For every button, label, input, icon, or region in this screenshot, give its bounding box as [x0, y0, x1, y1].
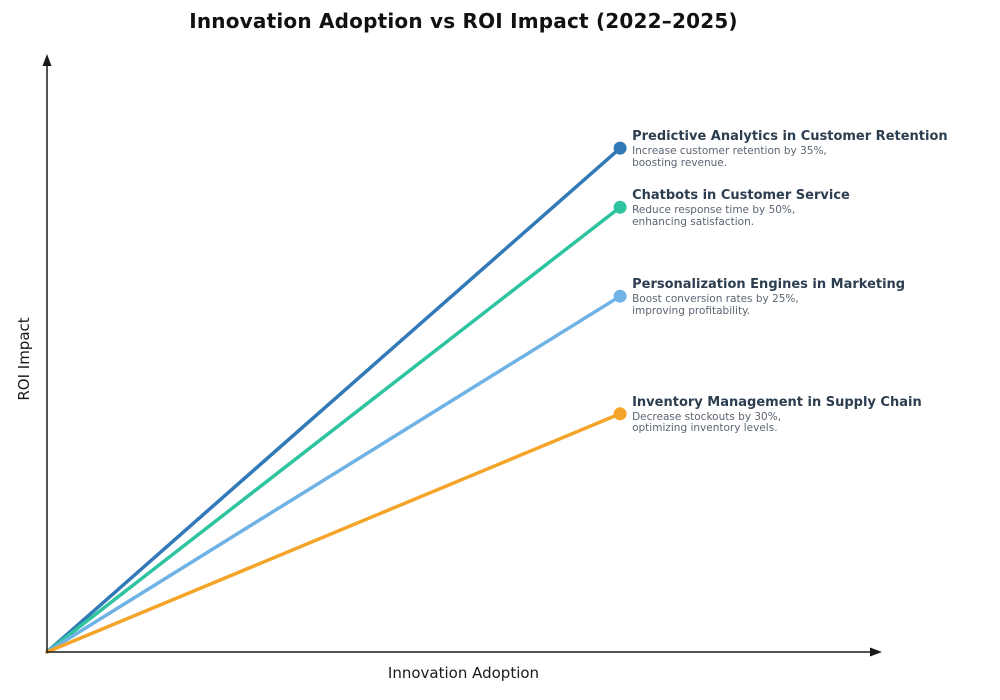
- series-line-3: [45, 412, 622, 654]
- series-annotation-0: Predictive Analytics in Customer Retenti…: [632, 129, 948, 169]
- series-line-1: [45, 205, 622, 654]
- chart-title: Innovation Adoption vs ROI Impact (2022–…: [189, 9, 738, 33]
- series-annotation-desc-line: Boost conversion rates by 25%,: [632, 293, 799, 306]
- series-annotation-desc-line: boosting revenue.: [632, 156, 728, 169]
- series-endpoint-dot-3: [613, 407, 627, 421]
- series-annotation-desc-line: enhancing satisfaction.: [632, 215, 755, 228]
- series-annotation-desc-line: optimizing inventory levels.: [632, 422, 778, 435]
- series-annotation-desc: Decrease stockouts by 30%, optimizing inv…: [632, 410, 922, 435]
- series-layer: [45, 141, 627, 654]
- series-annotation-desc: Boost conversion rates by 25%, improving …: [632, 294, 905, 317]
- series-annotation-desc-line: Increase customer retention by 35%,: [632, 145, 827, 158]
- series-endpoint-dot-1: [613, 200, 627, 214]
- series-endpoint-dot-0: [613, 141, 627, 155]
- x-axis-arrowhead-icon: [870, 647, 882, 657]
- series-annotation-title: Personalization Engines in Marketing: [632, 277, 906, 293]
- x-axis-label: Innovation Adoption: [387, 664, 540, 682]
- series-annotation-title: Chatbots in Customer Service: [632, 188, 850, 204]
- series-annotation-desc-line: Decrease stockouts by 30%,: [632, 410, 782, 423]
- series-annotation-desc-line: improving profitability.: [632, 304, 751, 317]
- series-line-2: [45, 294, 622, 654]
- series-annotation-desc-line: Reduce response time by 50%,: [632, 204, 796, 217]
- series-endpoint-dot-2: [613, 289, 627, 303]
- series-annotation-1: Chatbots in Customer Service Reduce respo…: [632, 188, 850, 228]
- series-line-0: [45, 146, 622, 654]
- y-axis-label: ROI Impact: [15, 317, 33, 401]
- series-annotation-3: Inventory Management in Supply Chain Decr…: [632, 395, 922, 435]
- series-annotation-title: Inventory Management in Supply Chain: [632, 394, 922, 410]
- series-annotation-desc: Increase customer retention by 35%, boost…: [632, 146, 948, 169]
- y-axis-arrowhead-icon: [42, 54, 52, 66]
- series-annotation-2: Personalization Engines in Marketing Boos…: [632, 277, 905, 317]
- series-annotation-title: Predictive Analytics in Customer Retenti…: [632, 129, 948, 145]
- series-annotation-desc: Reduce response time by 50%, enhancing sa…: [632, 205, 850, 228]
